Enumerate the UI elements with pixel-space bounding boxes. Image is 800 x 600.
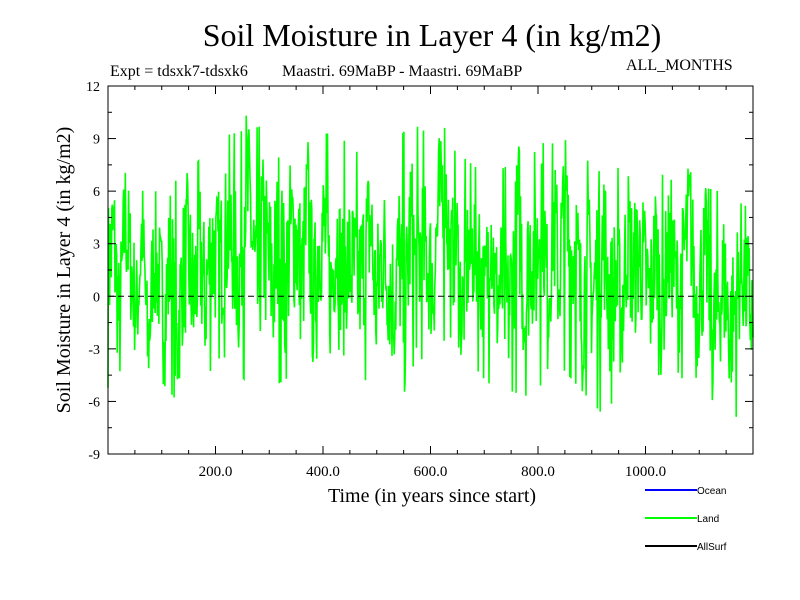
chart-title: Soil Moisture in Layer 4 (in kg/m2) [203, 17, 662, 53]
y-tick-label: 9 [93, 133, 100, 148]
y-tick-label: -6 [88, 395, 100, 410]
y-tick-label: 3 [93, 238, 100, 253]
y-tick-label: 6 [93, 185, 100, 200]
x-axis-label: Time (in years since start) [328, 485, 536, 507]
legend-label-ocean: Ocean [697, 486, 726, 497]
plot-area [107, 85, 754, 547]
y-tick-label: 12 [86, 80, 100, 95]
x-tick-label: 400.0 [306, 464, 340, 480]
legend-label-allsurf: AllSurf [697, 542, 727, 553]
y-axis-label: Soil Moisture in Layer 4 (in kg/m2) [53, 127, 75, 414]
series-line-land [107, 115, 754, 417]
period-label: Maastri. 69MaBP - Maastri. 69MaBP [282, 63, 522, 80]
y-tick-label: 0 [93, 290, 100, 305]
months-label: ALL_MONTHS [626, 57, 733, 74]
experiment-label: Expt = tdsxk7-tdsxk6 [110, 63, 248, 80]
y-tick-label: -3 [88, 343, 100, 358]
x-tick-label: 800.0 [521, 464, 555, 480]
x-tick-label: 1000.0 [625, 464, 666, 480]
y-tick-label: -9 [88, 448, 100, 463]
legend-label-land: Land [697, 514, 719, 525]
x-tick-label: 600.0 [414, 464, 448, 480]
x-tick-label: 200.0 [199, 464, 233, 480]
